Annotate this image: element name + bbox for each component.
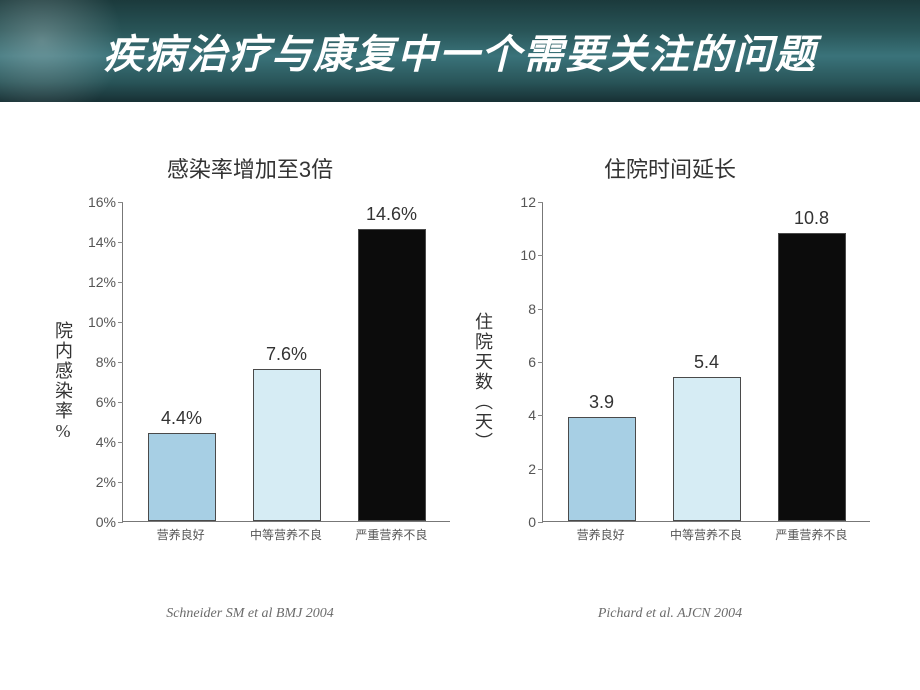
y-tick-mark (538, 309, 543, 310)
y-tick-label: 10% (88, 314, 116, 330)
y-tick-mark (118, 402, 123, 403)
bar (358, 229, 426, 521)
title-banner: 疾病治疗与康复中一个需要关注的问题 (0, 0, 920, 102)
plot-wrap: 0%2%4%6%8%10%12%14%16% 4.4%7.6%14.6% 营养良… (78, 202, 450, 562)
y-tick-mark (118, 442, 123, 443)
y-tick-mark (118, 202, 123, 203)
y-tick-mark (538, 202, 543, 203)
bars: 4.4% 7.6% 14.6% (123, 202, 450, 521)
bar-slot: 5.4 (671, 352, 743, 521)
y-tick-mark (538, 255, 543, 256)
y-axis-label: 住院天数（天） (470, 202, 498, 562)
y-tick-label: 4 (528, 407, 536, 423)
bar-value-label: 7.6% (266, 344, 307, 365)
bar-slot: 10.8 (776, 208, 848, 521)
bar (148, 433, 216, 521)
chart-infection: 感染率增加至3倍 院内感染率% 0% 2% 4% 6% 8% 10% 12% 14% 16% 4… (50, 152, 450, 622)
chart-area: 住院天数（天） 024681012 3.95.410.8 营养良好中等营养不良严… (470, 202, 870, 562)
bar-slot: 14.6% (356, 204, 428, 521)
y-tick-label: 2% (96, 474, 116, 490)
chart-title: 住院时间延长 (470, 152, 870, 184)
x-tick-label: 中等营养不良 (670, 526, 742, 543)
bar-value-label: 3.9 (589, 392, 614, 413)
y-tick-mark (118, 522, 123, 523)
y-tick-mark (538, 469, 543, 470)
bar-slot: 7.6% (251, 344, 323, 521)
y-tick-mark (538, 415, 543, 416)
citation: Schneider SM et al BMJ 2004 (50, 606, 450, 622)
y-tick-mark (118, 482, 123, 483)
y-tick-label: 6% (96, 394, 116, 410)
y-tick-mark (538, 522, 543, 523)
bar-value-label: 10.8 (794, 208, 829, 229)
y-tick-mark (538, 362, 543, 363)
x-labels: 营养良好 中等营养不良 严重营养不良 (122, 526, 450, 543)
y-tick-mark (118, 242, 123, 243)
y-tick-label: 10 (520, 247, 536, 263)
y-tick-label: 8% (96, 354, 116, 370)
y-tick-label: 14% (88, 234, 116, 250)
y-tick-label: 2 (528, 461, 536, 477)
y-tick-label: 12% (88, 274, 116, 290)
bar-slot: 4.4% (146, 408, 218, 521)
y-tick-label: 0 (528, 514, 536, 530)
y-tick-mark (118, 322, 123, 323)
bar (568, 417, 636, 521)
x-labels: 营养良好 中等营养不良 严重营养不良 (542, 526, 870, 543)
bar-value-label: 5.4 (694, 352, 719, 373)
plot: 3.9 5.4 10.8 (542, 202, 870, 522)
x-tick-label: 营养良好 (145, 526, 217, 543)
y-ticks: 0%2%4%6%8%10%12%14%16% (78, 202, 122, 522)
charts-row: 感染率增加至3倍 院内感染率% 0% 2% 4% 6% 8% 10% 12% 14% 16% 4… (0, 102, 920, 632)
y-tick-label: 4% (96, 434, 116, 450)
y-tick-label: 8 (528, 301, 536, 317)
plot: 4.4% 7.6% 14.6% (122, 202, 450, 522)
bar-value-label: 4.4% (161, 408, 202, 429)
bar-slot: 3.9 (566, 392, 638, 521)
bar (778, 233, 846, 521)
y-tick-label: 6 (528, 354, 536, 370)
x-tick-label: 营养良好 (565, 526, 637, 543)
citation: Pichard et al. AJCN 2004 (470, 606, 870, 622)
chart-area: 院内感染率% 0%2%4%6%8%10%12%14%16% 4.4%7.6%14… (50, 202, 450, 562)
y-tick-mark (118, 362, 123, 363)
y-tick-label: 0% (96, 514, 116, 530)
x-tick-label: 中等营养不良 (250, 526, 322, 543)
y-tick-label: 16% (88, 194, 116, 210)
bar-value-label: 14.6% (366, 204, 417, 225)
bar (673, 377, 741, 521)
chart-hospital-stay: 住院时间延长 住院天数（天） 0 2 4 6 8 10 12 3.9 5.4 10.8 营养良好… (470, 152, 870, 622)
x-tick-label: 严重营养不良 (775, 526, 847, 543)
page-title: 疾病治疗与康复中一个需要关注的问题 (103, 22, 817, 80)
y-tick-mark (118, 282, 123, 283)
y-ticks: 024681012 (498, 202, 542, 522)
bar (253, 369, 321, 521)
bars: 3.9 5.4 10.8 (543, 202, 870, 521)
plot-wrap: 024681012 3.95.410.8 营养良好中等营养不良严重营养不良 (498, 202, 870, 562)
y-axis-label: 院内感染率% (50, 202, 78, 562)
chart-title: 感染率增加至3倍 (50, 152, 450, 184)
x-tick-label: 严重营养不良 (355, 526, 427, 543)
y-tick-label: 12 (520, 194, 536, 210)
